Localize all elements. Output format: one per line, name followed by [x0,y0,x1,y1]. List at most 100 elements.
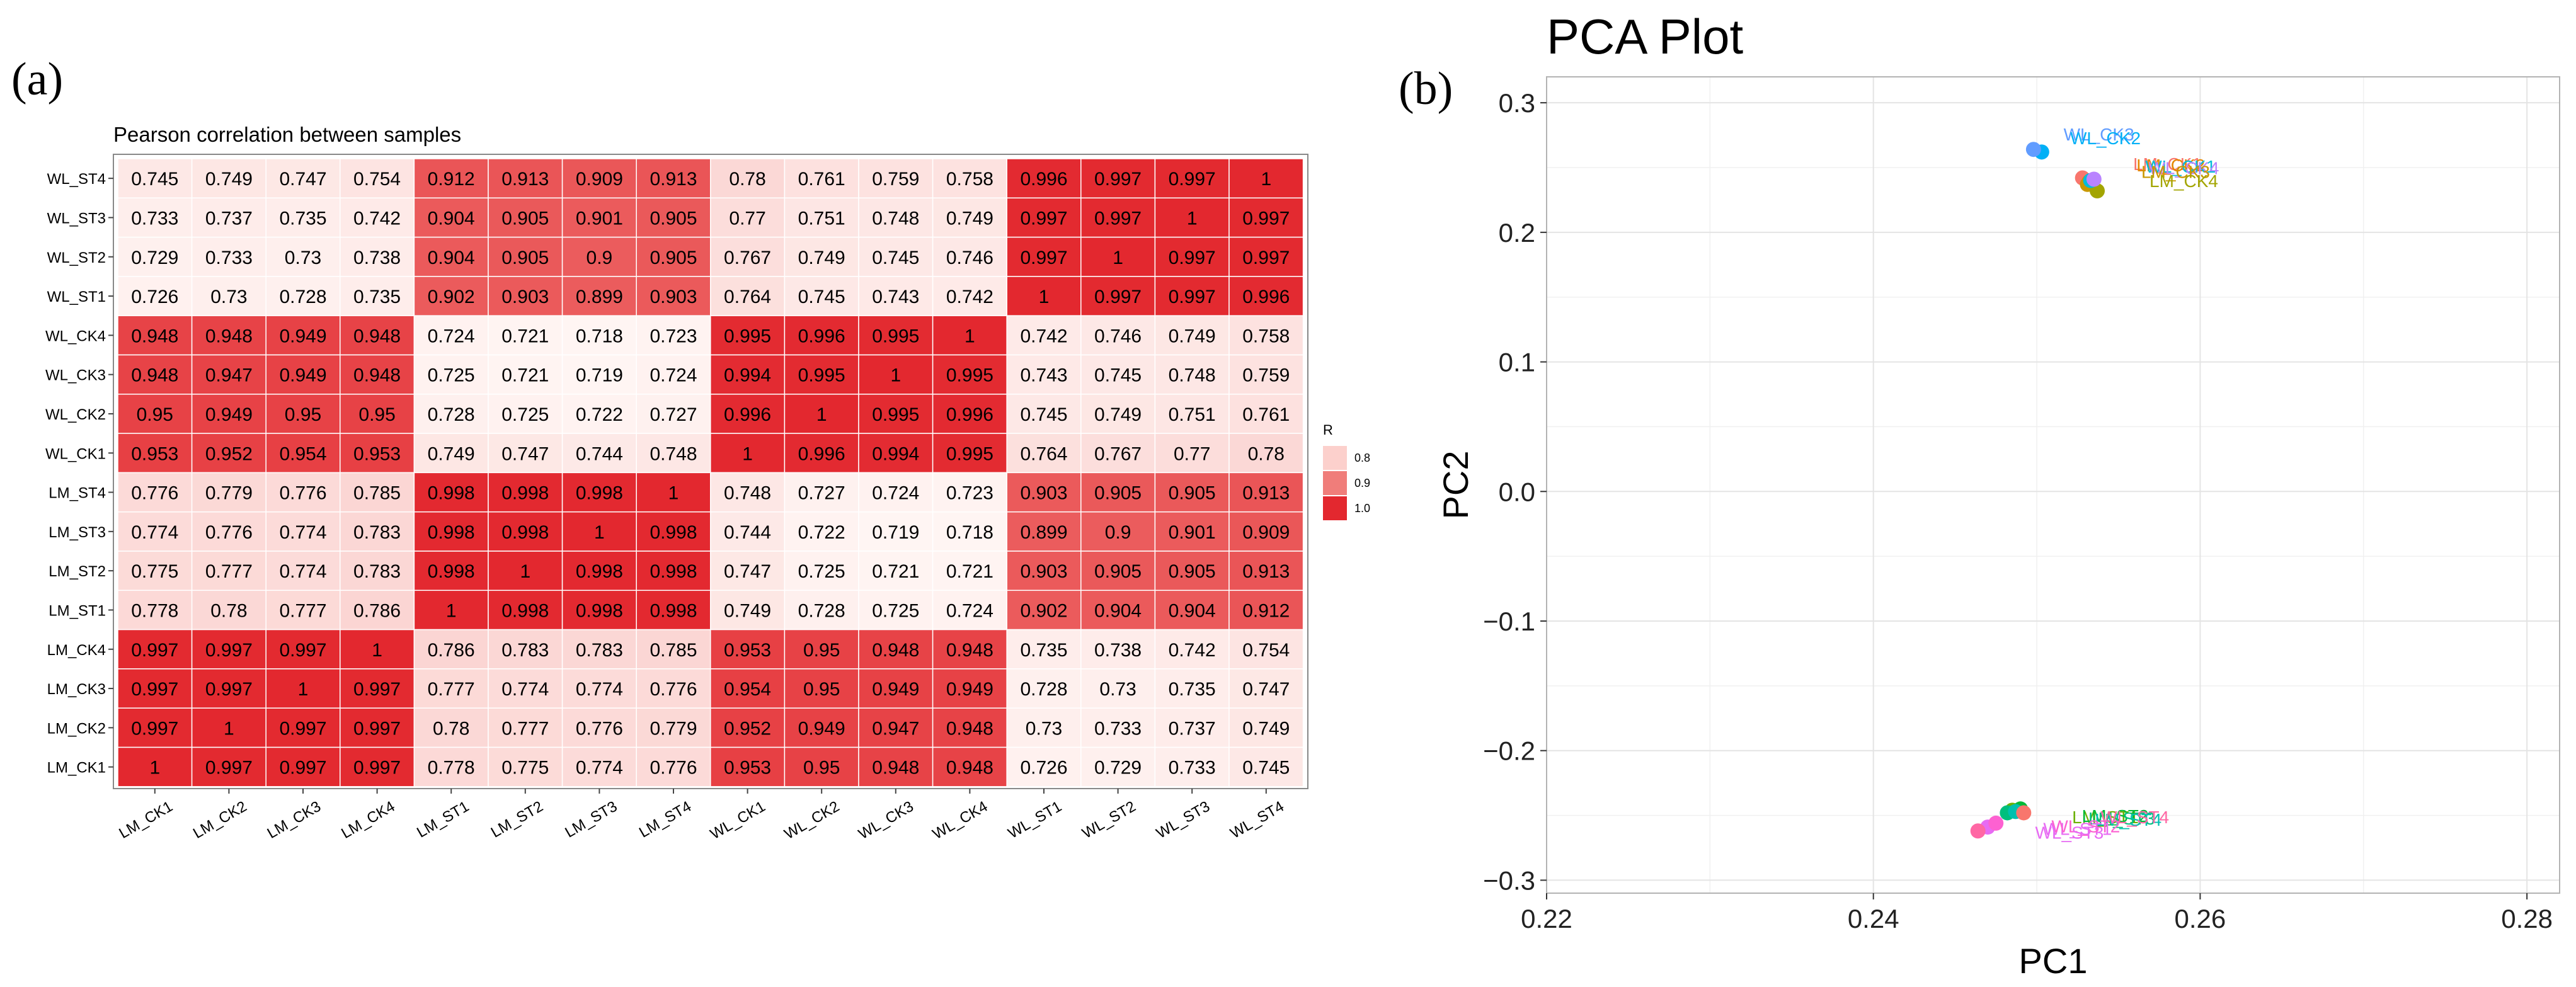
heatmap-cell-value: 0.786 [353,600,401,621]
heatmap-cell [858,354,934,395]
heatmap-cell [413,746,489,787]
heatmap-cell-value: 0.996 [1242,287,1290,307]
heatmap-cell-value: 0.745 [872,248,919,268]
pca-point-label: LM_ST3 [2088,809,2155,828]
heatmap-cell [265,354,341,395]
heatmap-cell-value: 0.745 [798,287,845,307]
heatmap-cell [784,433,859,474]
heatmap-cell [340,707,415,748]
heatmap-cell-value: 0.744 [576,443,623,464]
heatmap-cell-value: 0.725 [872,600,919,621]
heatmap-x-tick-label: LM_CK1 [116,798,175,842]
heatmap-cell-value: 0.775 [131,561,178,582]
heatmap-cell [117,354,193,395]
heatmap-cell-value: 0.997 [1094,287,1142,307]
heatmap-cell [561,433,637,474]
correlation-heatmap: Pearson correlation between samples 0.74… [45,123,1370,843]
heatmap-cell-value: 0.952 [724,718,771,739]
heatmap-x-tick-label: LM_CK3 [265,798,324,842]
heatmap-cell [784,315,859,356]
pca-point-label: LM_ST1 [2072,807,2139,827]
heatmap-cell-value: 0.749 [428,443,475,464]
heatmap-y-tick-label: LM_CK4 [47,642,106,659]
heatmap-cell [265,315,341,356]
heatmap-cell [561,668,637,709]
heatmap-cell-value: 0.747 [1242,679,1290,700]
heatmap-cell-value: 0.997 [1169,248,1216,268]
heatmap-cell [488,197,563,238]
heatmap-cell [117,746,193,787]
heatmap-cell-value: 0.724 [946,600,993,621]
heatmap-y-tick-label: WL_CK2 [45,406,106,423]
heatmap-cell [413,511,489,552]
heatmap-cell [265,276,341,316]
heatmap-cell-value: 1 [224,718,234,739]
heatmap-cell-value: 0.783 [501,640,549,661]
heatmap-cell [561,394,637,434]
heatmap-cell [710,276,786,316]
heatmap-cell-value: 1 [1113,248,1123,268]
heatmap-cell-value: 0.764 [724,287,771,307]
heatmap-cell-value: 0.997 [353,718,401,739]
heatmap-cell [191,197,266,238]
heatmap-cell-value: 0.948 [872,758,919,779]
heatmap-cell [858,158,934,199]
heatmap-cell-value: 0.749 [1094,404,1142,425]
heatmap-x-tick-label: LM_ST4 [636,798,694,842]
heatmap-cell-value: 0.949 [946,679,993,700]
heatmap-cell [636,158,711,199]
heatmap-cell [1080,236,1156,277]
heatmap-cell [636,472,711,513]
pca-point-wl-st2 [1988,815,2004,831]
heatmap-cell [191,511,266,552]
heatmap-cell-value: 0.947 [205,365,253,386]
heatmap-cell-value: 0.719 [872,522,919,543]
heatmap-cell-value: 0.997 [279,718,326,739]
heatmap-cell-value: 0.77 [1174,443,1210,464]
heatmap-cell [191,472,266,513]
heatmap-cell [858,590,934,630]
heatmap-cell [561,629,637,670]
heatmap-cell [1080,197,1156,238]
heatmap-cell [1154,551,1230,591]
heatmap-cell-value: 0.754 [1242,640,1290,661]
heatmap-cell-value: 0.903 [650,287,697,307]
heatmap-cell [932,551,1007,591]
heatmap-cell-value: 0.73 [285,248,321,268]
heatmap-cell [858,197,934,238]
heatmap-cell-value: 0.725 [501,404,549,425]
heatmap-cell [1154,158,1230,199]
heatmap-cell [340,590,415,630]
heatmap-cell-value: 0.995 [724,326,771,346]
heatmap-cell-value: 1 [668,483,679,504]
heatmap-cell [1228,197,1304,238]
heatmap-cell [1228,707,1304,748]
heatmap-cell-value: 0.9 [587,248,613,268]
heatmap-cell [413,668,489,709]
pca-point-label: LM_ST4 [2095,810,2161,830]
heatmap-cell-value: 0.726 [1020,758,1067,779]
heatmap-cell [932,236,1007,277]
heatmap-cell-value: 0.764 [1020,443,1067,464]
heatmap-y-tick-label: LM_CK2 [47,720,106,737]
heatmap-cell [636,668,711,709]
pca-y-tick-label: 0.2 [1499,218,1535,248]
heatmap-cell-value: 0.948 [353,326,401,346]
heatmap-cell [1006,668,1082,709]
heatmap-cell [265,629,341,670]
heatmap-cell [340,197,415,238]
heatmap-cell-value: 0.949 [279,326,326,346]
heatmap-x-tick-label: LM_ST1 [414,798,472,842]
heatmap-cell [340,433,415,474]
heatmap-cell [858,511,934,552]
heatmap-y-tick-label: LM_ST2 [49,563,106,580]
heatmap-cell-value: 0.998 [428,483,475,504]
heatmap-cell [117,629,193,670]
heatmap-cell [1006,707,1082,748]
pca-y-tick-label: 0.0 [1499,477,1535,506]
heatmap-frame [113,154,1308,789]
heatmap-cell [1080,746,1156,787]
heatmap-cell-value: 0.775 [501,758,549,779]
heatmap-cell [340,511,415,552]
heatmap-cell [340,158,415,199]
